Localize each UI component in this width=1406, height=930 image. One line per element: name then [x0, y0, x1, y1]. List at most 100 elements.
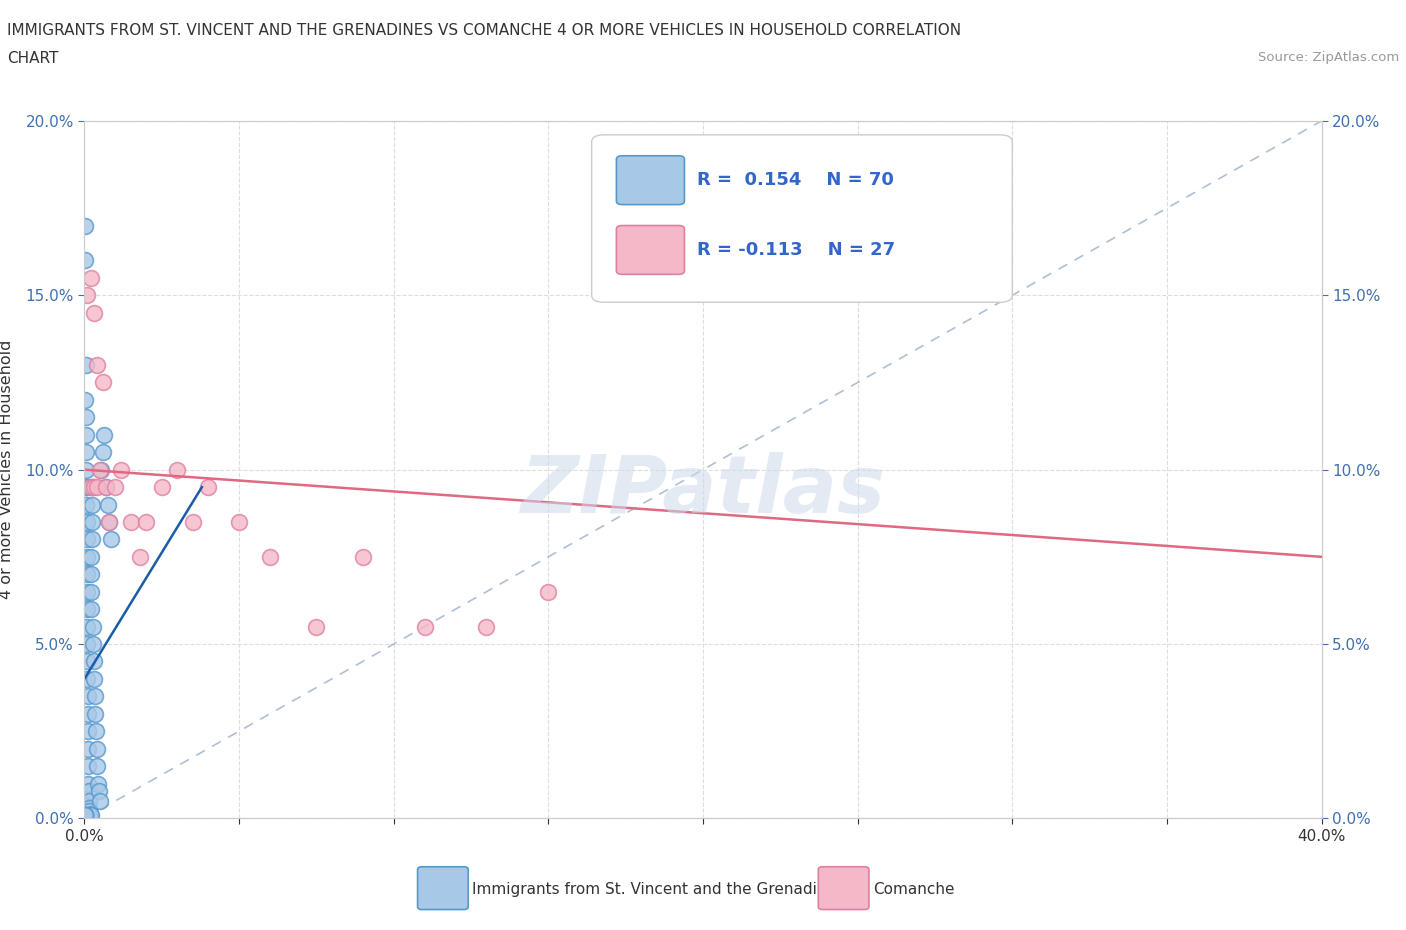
- Text: Immigrants from St. Vincent and the Grenadines: Immigrants from St. Vincent and the Gren…: [472, 882, 845, 897]
- Point: [76, 480, 98, 495]
- Point: [76, 671, 98, 686]
- Point: [305, 619, 328, 634]
- FancyBboxPatch shape: [616, 155, 685, 205]
- Point: [89, 783, 111, 798]
- Point: [90, 462, 112, 477]
- Point: [77, 741, 100, 756]
- Point: [76, 654, 98, 669]
- Point: [537, 584, 560, 599]
- Point: [79, 602, 101, 617]
- Point: [352, 550, 374, 565]
- Y-axis label: 4 or more Vehicles in Household: 4 or more Vehicles in Household: [0, 340, 14, 599]
- Point: [73, 253, 96, 268]
- Text: IMMIGRANTS FROM ST. VINCENT AND THE GRENADINES VS COMANCHE 4 OR MORE VEHICLES IN: IMMIGRANTS FROM ST. VINCENT AND THE GREN…: [7, 23, 962, 38]
- Point: [86, 358, 108, 373]
- Point: [86, 741, 108, 756]
- Point: [75, 219, 97, 233]
- Text: Comanche: Comanche: [873, 882, 955, 897]
- Point: [76, 550, 98, 565]
- Point: [75, 480, 97, 495]
- Point: [82, 619, 104, 634]
- Point: [83, 671, 105, 686]
- Point: [79, 807, 101, 822]
- Point: [77, 783, 100, 798]
- Point: [96, 497, 118, 512]
- Point: [94, 480, 117, 495]
- Point: [100, 532, 122, 547]
- Point: [76, 689, 98, 704]
- Point: [84, 707, 107, 722]
- Point: [77, 804, 100, 819]
- Point: [77, 759, 100, 774]
- Point: [75, 428, 97, 443]
- Point: [79, 807, 101, 822]
- Point: [75, 358, 97, 373]
- Point: [98, 514, 121, 529]
- Point: [76, 514, 98, 529]
- Point: [82, 480, 104, 495]
- Point: [84, 724, 107, 738]
- Point: [83, 480, 105, 495]
- Point: [79, 807, 101, 822]
- FancyBboxPatch shape: [616, 226, 685, 274]
- Point: [80, 584, 103, 599]
- Point: [75, 462, 97, 477]
- Point: [120, 514, 142, 529]
- Point: [86, 480, 108, 495]
- Point: [76, 532, 98, 547]
- Point: [94, 480, 117, 495]
- Point: [83, 654, 105, 669]
- Point: [76, 584, 98, 599]
- Point: [76, 288, 98, 303]
- Point: [79, 807, 101, 822]
- Point: [135, 514, 157, 529]
- Point: [80, 566, 103, 582]
- Point: [77, 801, 100, 816]
- Point: [79, 807, 101, 822]
- Point: [83, 305, 105, 320]
- Point: [80, 532, 103, 547]
- Text: R = -0.113    N = 27: R = -0.113 N = 27: [697, 241, 896, 259]
- Point: [79, 480, 101, 495]
- Point: [79, 271, 101, 286]
- Point: [197, 480, 219, 495]
- Point: [129, 550, 152, 565]
- Point: [89, 462, 111, 477]
- Point: [79, 807, 101, 822]
- Text: R =  0.154    N = 70: R = 0.154 N = 70: [697, 171, 894, 189]
- Point: [73, 807, 96, 822]
- Point: [104, 480, 127, 495]
- Point: [73, 807, 96, 822]
- Point: [79, 807, 101, 822]
- Point: [80, 550, 103, 565]
- Point: [77, 793, 100, 808]
- Point: [75, 445, 97, 459]
- Point: [110, 462, 132, 477]
- Point: [79, 807, 101, 822]
- Point: [91, 375, 114, 390]
- Point: [91, 445, 114, 459]
- Point: [76, 566, 98, 582]
- Point: [87, 776, 110, 790]
- Point: [76, 637, 98, 652]
- Point: [259, 550, 281, 565]
- Point: [93, 428, 115, 443]
- Text: ZIPatlas: ZIPatlas: [520, 452, 886, 529]
- Text: Source: ZipAtlas.com: Source: ZipAtlas.com: [1258, 51, 1399, 64]
- Point: [76, 707, 98, 722]
- Point: [98, 514, 121, 529]
- Point: [75, 410, 97, 425]
- Point: [82, 637, 104, 652]
- Point: [413, 619, 436, 634]
- Point: [150, 480, 173, 495]
- Point: [166, 462, 188, 477]
- Point: [82, 514, 104, 529]
- Point: [89, 793, 111, 808]
- Point: [76, 602, 98, 617]
- FancyBboxPatch shape: [592, 135, 1012, 302]
- Point: [77, 724, 100, 738]
- Point: [83, 689, 105, 704]
- Point: [82, 497, 104, 512]
- Point: [76, 619, 98, 634]
- Point: [73, 807, 96, 822]
